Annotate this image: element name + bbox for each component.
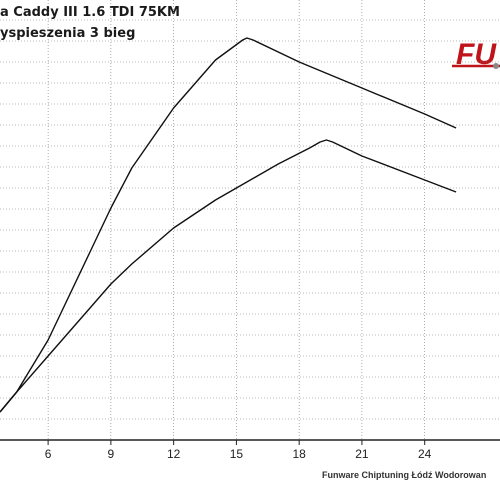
x-tick-label: 12 [167,447,181,461]
chart-subtitle: yspieszenia 3 bieg [0,26,135,41]
brand-logo: FU [452,38,500,71]
series-line-2 [0,139,457,413]
x-tick-label: 9 [108,447,115,461]
x-axis: 6 9 12 15 18 21 24 [45,440,432,461]
chart-title: a Caddy III 1.6 TDI 75KM [0,5,180,20]
grid [0,0,500,440]
x-tick-label: 21 [355,447,369,461]
footer-credit: Funware Chiptuning Łódź Wodorowan [322,470,486,480]
x-tick-label: 24 [418,447,432,461]
x-tick-label: 18 [292,447,306,461]
series-layer [0,37,457,413]
x-tick-label: 15 [230,447,244,461]
x-tick-label: 6 [45,447,52,461]
series-line-1 [0,37,457,413]
